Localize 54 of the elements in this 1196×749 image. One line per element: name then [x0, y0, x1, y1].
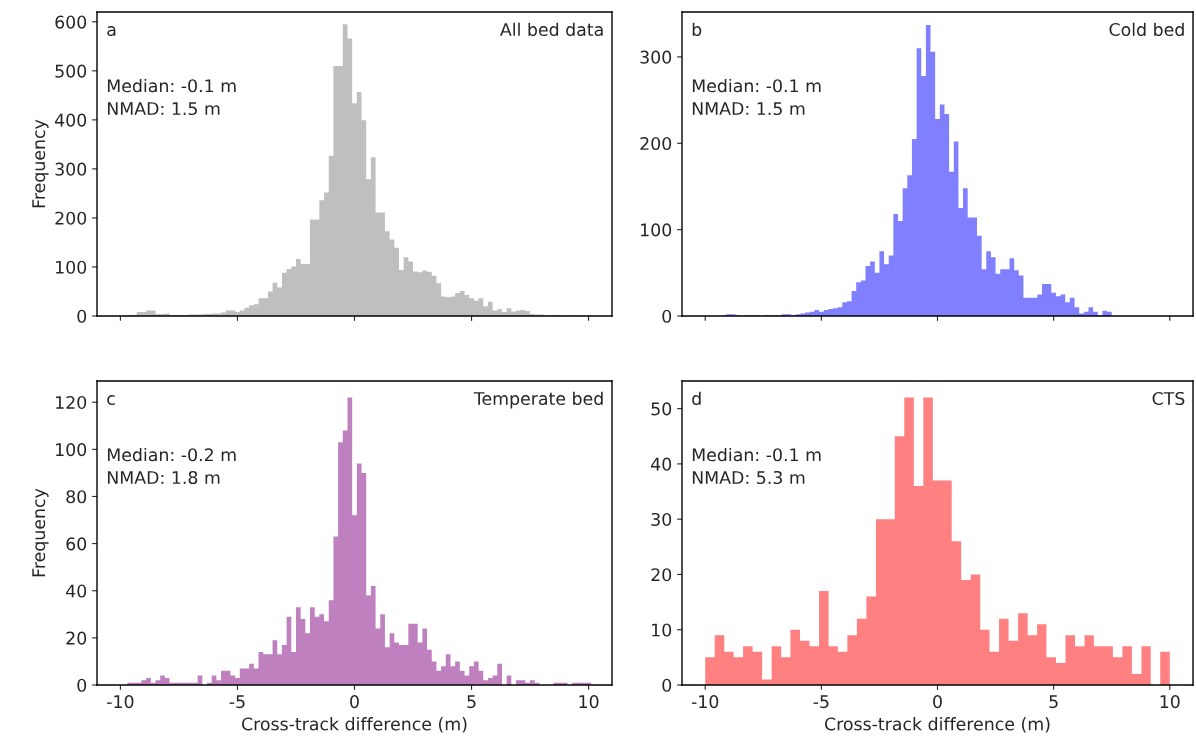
y-tick-label: 200: [640, 136, 672, 151]
x-tick-label: 10: [1160, 695, 1180, 709]
annotation: b: [692, 22, 702, 37]
y-tick-label: 80: [66, 490, 87, 504]
y-tick-label: 200: [55, 211, 87, 225]
x-tick-label: 5: [1049, 695, 1058, 709]
y-tick-label: 20: [66, 631, 87, 645]
annotation: Median: -0.1 m: [692, 78, 821, 93]
y-axis-title: Frequency: [32, 488, 49, 577]
y-tick-label: 40: [66, 584, 87, 598]
y-tick-label: 60: [66, 537, 87, 551]
x-tick-label: 0: [350, 695, 359, 709]
y-tick-label: 40: [651, 457, 672, 471]
x-tick-label: -5: [229, 695, 245, 709]
y-tick-label: 0: [77, 309, 87, 323]
y-tick-label: 30: [651, 512, 672, 527]
annotation: Median: -0.2 m: [107, 447, 236, 462]
x-tick-label: -5: [813, 695, 829, 709]
y-tick-label: 600: [55, 15, 87, 29]
x-axis-title: Cross-track difference (m): [825, 717, 1050, 733]
annotation: a: [107, 26, 116, 37]
text: Temperate bed: [473, 391, 603, 409]
y-tick-label: 0: [77, 678, 87, 692]
x-tick-label: -10: [691, 695, 719, 709]
annotation: NMAD: 1.8 m: [107, 470, 220, 485]
annotation: c: [107, 395, 115, 406]
y-tick-label: 100: [56, 260, 87, 274]
y-tick-label: 400: [54, 113, 87, 127]
text: Cold bed: [1109, 22, 1184, 37]
y-tick-label: 10: [652, 623, 672, 637]
annotation: NMAD: 5.3 m: [692, 470, 805, 485]
annotation: NMAD: 1.5 m: [692, 102, 805, 116]
x-tick-label: 5: [467, 695, 476, 709]
chart-title: All bed data: [500, 22, 603, 37]
annotation: Median: -0.1 m: [107, 78, 236, 93]
annotation: Median: -0.1 m: [692, 447, 821, 462]
annotation: d: [692, 391, 701, 406]
y-tick-label: 0: [662, 309, 672, 323]
x-tick-label: -10: [107, 695, 134, 709]
y-tick-label: 500: [55, 64, 87, 78]
y-tick-label: 50: [651, 402, 672, 416]
annotation: NMAD: 1.5 m: [107, 102, 220, 116]
y-tick-label: 0: [662, 678, 672, 692]
y-tick-label: 100: [641, 223, 672, 237]
text: CTS: [1152, 391, 1185, 406]
y-tick-label: 300: [55, 162, 87, 176]
x-tick-label: 0: [933, 695, 942, 709]
y-tick-label: 300: [640, 50, 672, 64]
x-tick-label: 10: [579, 695, 599, 709]
y-tick-label: 120: [56, 395, 87, 410]
y-tick-label: 20: [651, 568, 672, 582]
x-axis-title: Cross-track difference (m): [242, 717, 467, 733]
y-tick-label: 100: [56, 443, 87, 457]
y-axis-title: Frequency: [32, 119, 49, 208]
